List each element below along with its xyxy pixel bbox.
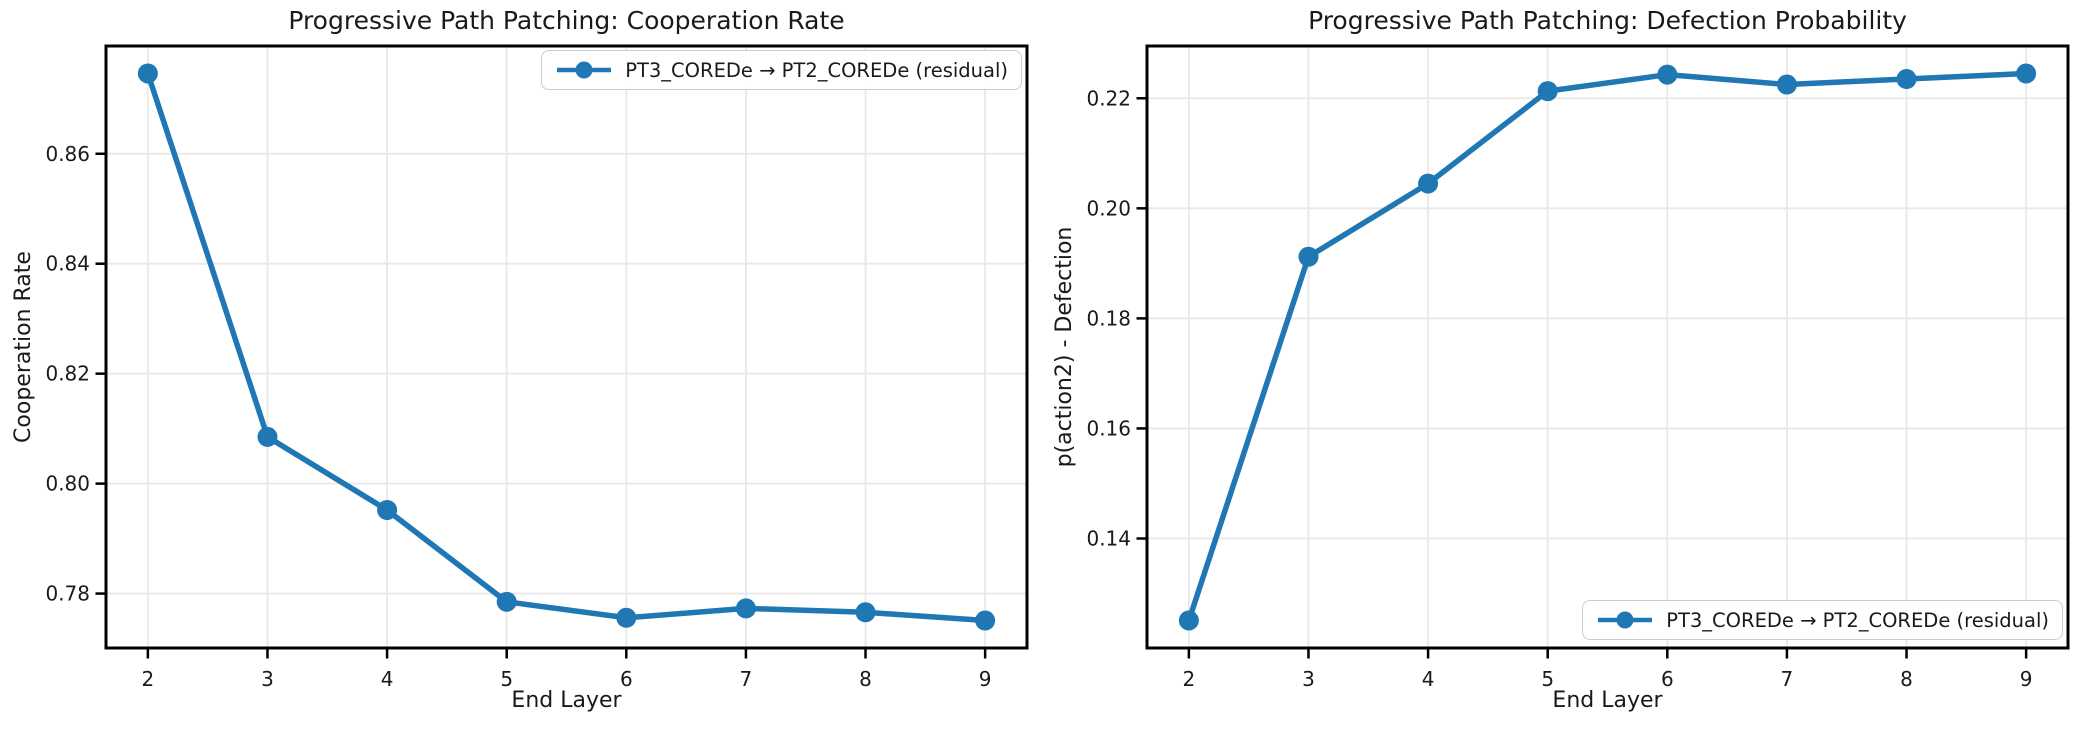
x-tick-label: 3 <box>261 667 274 691</box>
data-point-marker <box>616 607 637 628</box>
y-tick-label: 0.86 <box>45 142 90 166</box>
data-point-marker <box>2016 63 2037 84</box>
x-tick-label: 5 <box>1541 667 1554 691</box>
data-point-marker <box>257 426 278 447</box>
x-tick-label: 6 <box>620 667 633 691</box>
data-point-marker <box>1418 173 1439 194</box>
y-tick-label: 0.16 <box>1086 416 1131 440</box>
data-point-marker <box>496 591 517 612</box>
data-point-marker <box>1537 81 1558 102</box>
legend-line-marker-icon <box>557 61 612 79</box>
x-tick-label: 7 <box>1781 667 1794 691</box>
y-tick-label: 0.20 <box>1086 196 1131 220</box>
y-tick-label: 0.14 <box>1086 526 1131 550</box>
x-tick-label: 6 <box>1661 667 1674 691</box>
data-point-marker <box>975 610 996 631</box>
x-tick-label: 2 <box>1182 667 1195 691</box>
x-axis-label: End Layer <box>1552 688 1663 713</box>
legend-label: PT3_COREDe → PT2_COREDe (residual) <box>625 58 1008 82</box>
data-point-marker <box>1776 74 1797 95</box>
x-axis-label: End Layer <box>511 688 622 713</box>
axes-frame <box>1145 44 2070 650</box>
y-tick-label: 0.80 <box>45 472 90 496</box>
y-tick-label: 0.82 <box>45 362 90 386</box>
data-point-marker <box>1896 69 1917 90</box>
legend-line-marker-icon <box>1598 611 1653 629</box>
x-tick-label: 2 <box>141 667 154 691</box>
x-tick-label: 8 <box>1900 667 1913 691</box>
x-tick-label: 9 <box>979 667 992 691</box>
chart-title: Progressive Path Patching: Defection Pro… <box>1308 6 1907 35</box>
x-tick-label: 9 <box>2020 667 2033 691</box>
y-tick-label: 0.22 <box>1086 86 1131 110</box>
legend: PT3_COREDe → PT2_COREDe (residual) <box>1582 600 2063 640</box>
data-point-marker <box>1657 64 1678 85</box>
cooperation-rate-chart-panel: Progressive Path Patching: Cooperation R… <box>11 6 1029 713</box>
defection-probability-chart-panel: Progressive Path Patching: Defection Pro… <box>1041 0 2082 730</box>
x-tick-label: 8 <box>859 667 872 691</box>
data-point-marker <box>855 602 876 623</box>
chart-title: Progressive Path Patching: Cooperation R… <box>288 6 845 35</box>
axes-frame <box>104 44 1029 650</box>
plot-area: 2 3 4 5 6 7 8 9 0.14 0.16 0.18 0.20 0.22 <box>1086 44 2070 691</box>
data-point-marker <box>1298 246 1319 267</box>
legend-label: PT3_COREDe → PT2_COREDe (residual) <box>1666 608 2049 632</box>
data-point-marker <box>735 598 756 619</box>
y-tick-label: 0.78 <box>45 582 90 606</box>
y-tick-label: 0.84 <box>45 252 90 276</box>
data-point-marker <box>1178 610 1199 631</box>
data-point-marker <box>377 500 398 521</box>
data-point-marker <box>137 63 158 84</box>
x-tick-label: 3 <box>1302 667 1315 691</box>
x-tick-label: 7 <box>740 667 753 691</box>
plot-area: 2 3 4 5 6 7 8 9 0.78 0.80 0.82 0.84 0.86 <box>45 44 1029 691</box>
data-line <box>1186 70 2029 624</box>
y-tick-label: 0.18 <box>1086 306 1131 330</box>
x-tick-label: 4 <box>1422 667 1435 691</box>
x-tick-label: 4 <box>381 667 394 691</box>
legend: PT3_COREDe → PT2_COREDe (residual) <box>541 50 1022 90</box>
x-tick-label: 5 <box>500 667 513 691</box>
data-line <box>145 70 988 624</box>
